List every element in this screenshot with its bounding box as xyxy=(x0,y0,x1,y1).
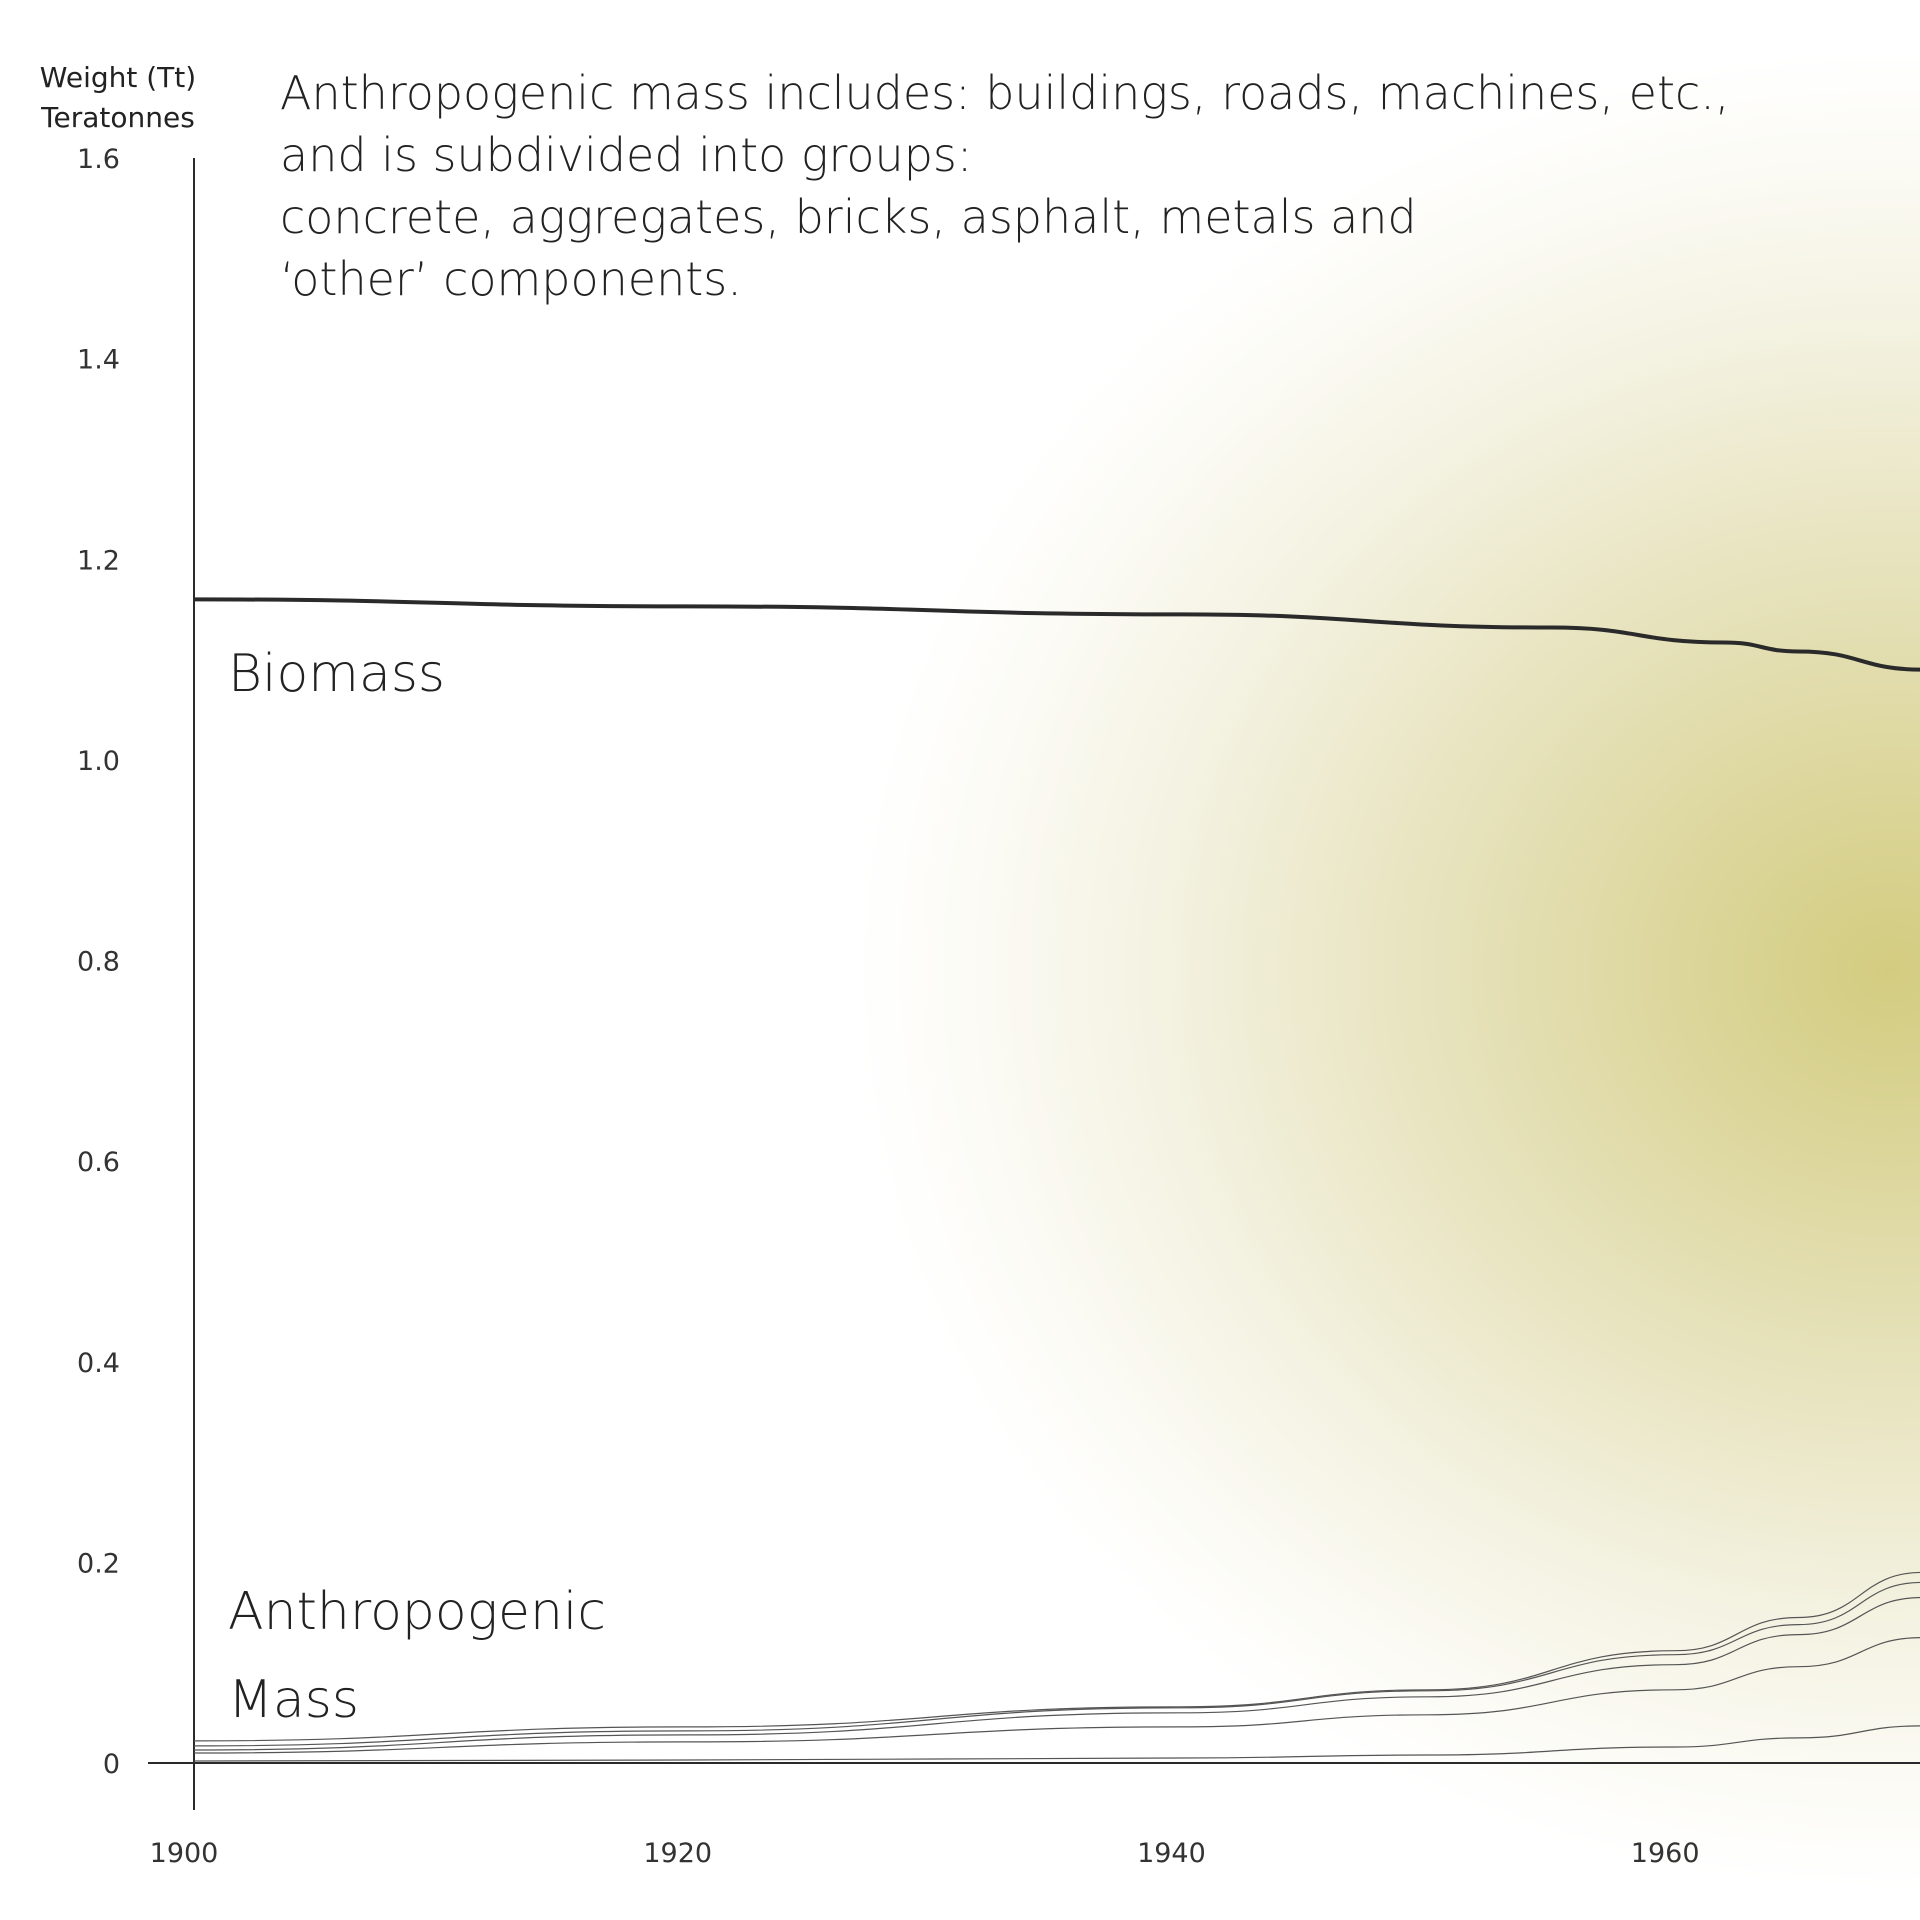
anthropogenic-series-line xyxy=(193,1596,1920,1751)
y-tick-labels: 1.6 1.4 1.2 1.0 0.8 0.6 0.4 0.2 0 xyxy=(77,144,120,1780)
biomass-label-text: Biomass xyxy=(228,644,446,704)
y-tick-label: 0 xyxy=(103,1749,120,1780)
y-tick-label: 1.4 xyxy=(77,345,120,376)
y-tick-label: 0.2 xyxy=(77,1548,120,1579)
y-tick-label: 0.8 xyxy=(77,947,120,978)
annotation-line: ‘other’ components. xyxy=(280,252,742,306)
y-tick-label: 1.2 xyxy=(77,545,120,576)
annotation-line: Anthropogenic mass includes: buildings, … xyxy=(280,66,1730,120)
y-tick-label: 1.0 xyxy=(77,746,120,777)
biomass-label: Biomass xyxy=(228,630,445,718)
y-axis-title: Weight (Tt) Teratonnes xyxy=(18,58,218,138)
x-tick-label: 1940 xyxy=(1137,1838,1206,1869)
anthropogenic-series-line xyxy=(193,1571,1920,1742)
y-axis-title-line: Weight (Tt) xyxy=(39,61,197,94)
biomass-series-line xyxy=(193,597,1920,672)
x-tick-label: 1920 xyxy=(643,1838,712,1869)
anthropogenic-label-line: Mass xyxy=(228,1670,359,1730)
y-tick-label: 1.6 xyxy=(77,144,120,175)
anthropogenic-label-line: Anthropogenic xyxy=(228,1582,606,1642)
annotation-line: and is subdivided into groups: xyxy=(280,128,973,182)
chart-annotation: Anthropogenic mass includes: buildings, … xyxy=(280,62,1840,310)
anthropogenic-label: Anthropogenic Mass xyxy=(228,1568,606,1744)
x-tick-label: 1960 xyxy=(1631,1838,1700,1869)
x-tick-label: 1900 xyxy=(150,1838,219,1869)
annotation-line: concrete, aggregates, bricks, asphalt, m… xyxy=(280,190,1417,244)
series-lines xyxy=(193,597,1920,1762)
y-tick-label: 0.4 xyxy=(77,1348,120,1379)
anthropogenic-series-line xyxy=(193,1637,1920,1754)
x-tick-labels: 1900 1920 1940 1960 xyxy=(150,1838,1700,1869)
y-tick-label: 0.6 xyxy=(77,1147,120,1178)
y-axis-title-line: Teratonnes xyxy=(41,101,195,134)
anthropogenic-series-line xyxy=(193,1581,1920,1747)
anthropogenic-series-line xyxy=(193,1725,1920,1762)
